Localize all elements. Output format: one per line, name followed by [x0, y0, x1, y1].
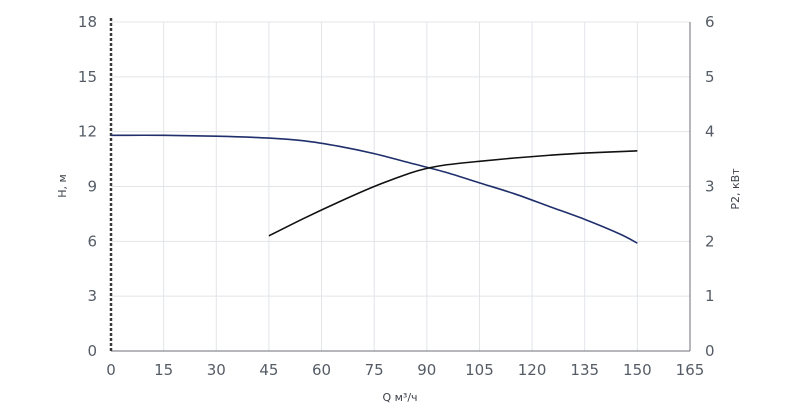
y-right-tick-label: 5	[705, 68, 715, 86]
y-left-tick-label: 18	[78, 13, 97, 31]
x-tick-label: 60	[312, 361, 331, 379]
x-axis-title: Q м³/ч	[382, 391, 417, 404]
x-tick-label: 75	[365, 361, 384, 379]
x-tick-label: 90	[417, 361, 436, 379]
x-tick-label: 105	[465, 361, 494, 379]
y-right-tick-label: 4	[705, 123, 715, 141]
x-tick-label: 150	[623, 361, 652, 379]
y-left-tick-label: 6	[87, 232, 97, 250]
grid	[111, 21, 691, 351]
x-tick-label: 0	[106, 361, 116, 379]
x-tick-label: 45	[259, 361, 278, 379]
x-tick-label: 135	[570, 361, 599, 379]
axes	[109, 18, 691, 352]
y-right-tick-label: 3	[705, 178, 715, 196]
x-tick-label: 30	[207, 361, 226, 379]
y-left-tick-label: 0	[87, 342, 97, 360]
labels: 0 15 30 45 60 75 90 105 120 135 150 165036912151801…	[78, 13, 715, 379]
x-tick-label: 165	[676, 361, 705, 379]
x-tick-label: 120	[518, 361, 547, 379]
power-curve-line	[268, 150, 638, 237]
x-tick-label: 15	[154, 361, 173, 379]
y-left-tick-label: 12	[78, 123, 97, 141]
y-right-tick-label: 2	[705, 232, 715, 250]
head-curve-line	[110, 134, 638, 244]
y-right-axis-title: P2, кВт	[729, 168, 742, 210]
y-left-tick-label: 9	[87, 178, 97, 196]
y-right-tick-label: 1	[705, 287, 715, 305]
y-left-tick-label: 3	[87, 287, 97, 305]
y-right-tick-label: 0	[705, 342, 715, 360]
y-left-axis-title: H, м	[56, 174, 69, 198]
y-right-tick-label: 6	[705, 13, 715, 31]
y-left-tick-label: 15	[78, 68, 97, 86]
series	[110, 134, 638, 244]
